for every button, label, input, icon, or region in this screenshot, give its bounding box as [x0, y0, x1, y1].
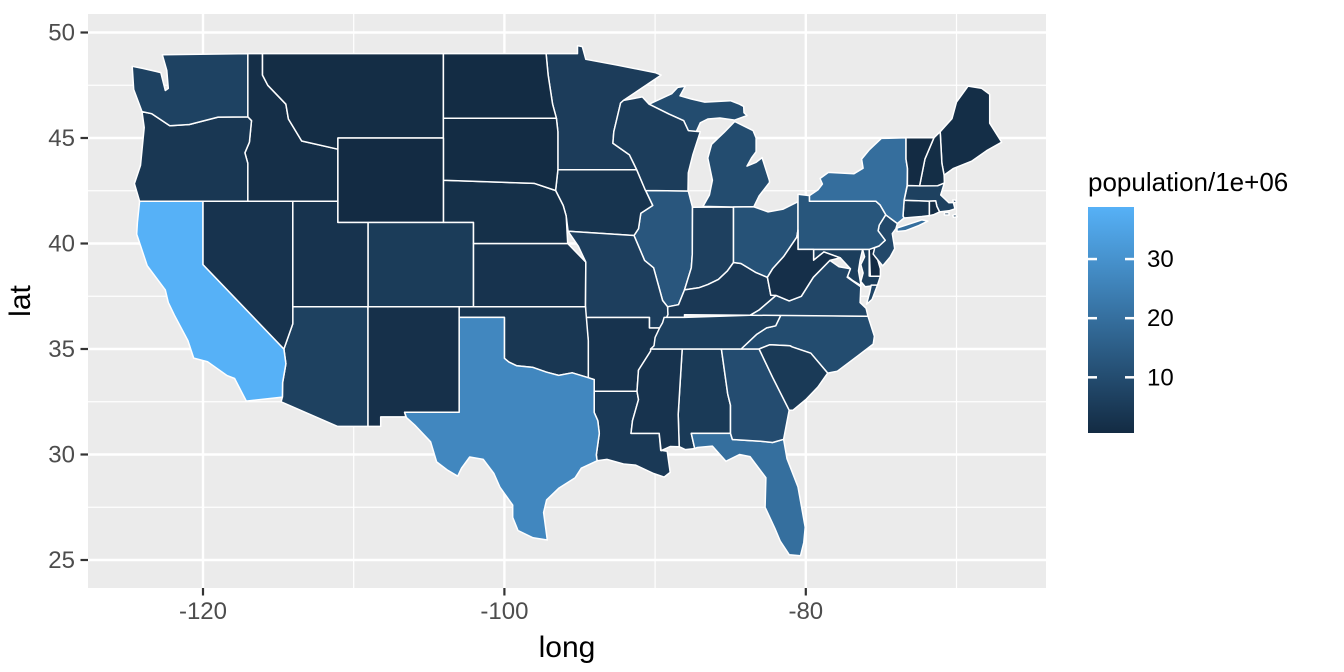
state-shape-south-dakota [442, 117, 559, 192]
y-tick-label: 40 [48, 231, 75, 258]
y-axis-ticks: 25 30 35 40 45 50 [48, 20, 88, 574]
x-axis-title: long [539, 631, 596, 664]
x-tick-label: -100 [480, 598, 528, 625]
y-tick-label: 45 [48, 125, 75, 152]
state-shape-oregon [133, 110, 253, 203]
legend-tick-label: 30 [1147, 246, 1174, 273]
state-shape-vermont [905, 137, 935, 187]
y-tick-label: 50 [48, 20, 75, 47]
state-shape-kansas [472, 242, 587, 308]
state-shape-california [135, 200, 287, 402]
state-shape-wyoming [337, 137, 445, 224]
state-shape-west-virginia [766, 229, 841, 302]
y-axis-title: lat [4, 284, 37, 316]
x-tick-label: -120 [179, 598, 227, 625]
state-shape-maryland [860, 248, 882, 288]
state-shape-north-dakota [442, 52, 558, 119]
state-shapes-layer [131, 44, 1003, 557]
legend-tick-label: 20 [1147, 305, 1174, 332]
state-shape-iowa [554, 168, 654, 237]
state-shape-maine [939, 85, 1003, 176]
legend-title: population/1e+06 [1088, 167, 1288, 197]
legend-tick-label: 10 [1147, 364, 1174, 391]
y-tick-label: 25 [48, 547, 75, 574]
state-shape-massachusetts [943, 211, 950, 216]
state-shape-nevada [202, 200, 294, 350]
state-shape-massachusetts [951, 213, 958, 219]
legend-tick-marks: 30 20 10 [1088, 246, 1174, 391]
state-shape-washington [131, 52, 249, 127]
state-shape-connecticut [902, 199, 931, 219]
state-shape-mississippi [630, 348, 683, 452]
state-shape-wisconsin [612, 96, 702, 192]
y-tick-label: 30 [48, 442, 75, 469]
x-tick-label: -80 [788, 598, 823, 625]
x-axis-ticks: -120 -100 -80 [179, 588, 823, 625]
legend: population/1e+06 30 20 10 [1088, 167, 1288, 433]
state-shape-virginia [865, 284, 879, 306]
state-shape-colorado [367, 221, 475, 308]
y-tick-label: 35 [48, 336, 75, 363]
state-shape-new-mexico [367, 306, 460, 428]
state-shape-texas [403, 316, 601, 541]
legend-gradient-bar [1088, 207, 1134, 433]
state-shape-rhode-island [927, 200, 941, 217]
state-shape-pennsylvania [797, 193, 887, 251]
state-shape-new-york [896, 219, 929, 233]
state-shape-south-carolina [758, 344, 829, 411]
state-shape-michigan [702, 120, 771, 208]
